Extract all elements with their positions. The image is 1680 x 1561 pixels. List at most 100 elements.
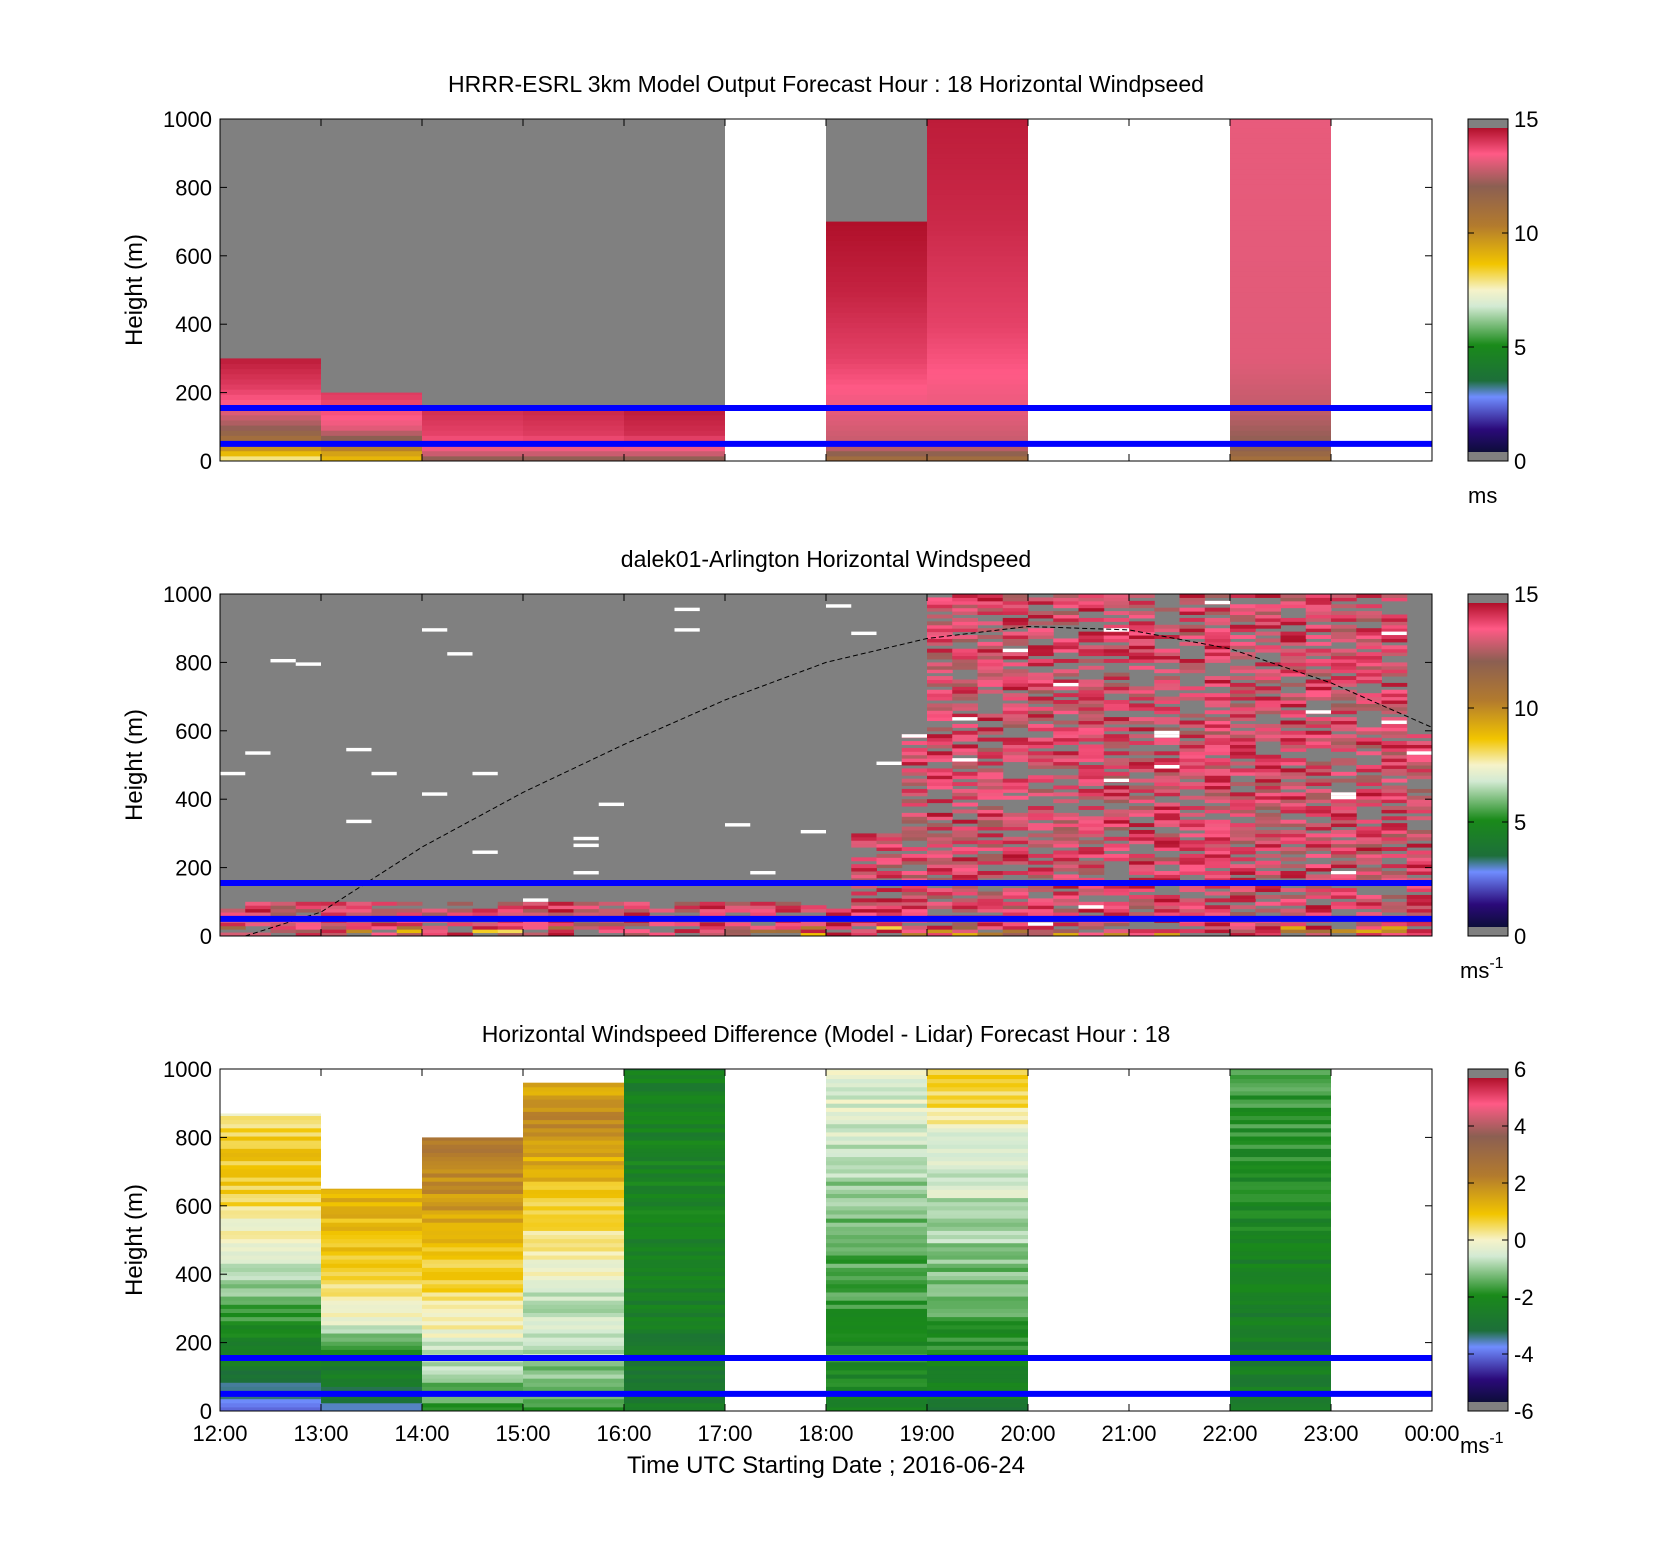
heatmap-cell — [952, 655, 978, 660]
heatmap-cell — [826, 1069, 927, 1071]
heatmap-cell — [826, 1099, 927, 1104]
heatmap-cell — [927, 1168, 1028, 1174]
heatmap-cell — [1406, 864, 1433, 869]
heatmap-cell — [624, 1119, 725, 1125]
heatmap-cell — [1204, 771, 1231, 776]
heatmap-cell — [1305, 672, 1332, 677]
missing-gate — [346, 819, 372, 824]
y-tick-label: 600 — [175, 1194, 212, 1219]
heatmap-cell — [876, 888, 903, 893]
heatmap-cell — [927, 235, 1028, 241]
heatmap-cell — [1179, 628, 1206, 633]
heatmap-cell — [1230, 847, 1256, 851]
heatmap-cell — [1129, 703, 1155, 708]
heatmap-cell — [1053, 754, 1079, 759]
heatmap-cell — [1305, 929, 1332, 934]
heatmap-cell — [220, 1365, 321, 1371]
heatmap-cell — [1078, 665, 1105, 670]
heatmap-cell — [1179, 597, 1206, 602]
heatmap-cell — [826, 368, 927, 375]
heatmap-cell — [1028, 635, 1054, 639]
heatmap-cell — [1305, 723, 1332, 728]
heatmap-cell — [1230, 245, 1331, 252]
heatmap-cell — [1129, 658, 1155, 663]
heatmap-cell — [1305, 812, 1332, 817]
heatmap-cell — [624, 1103, 725, 1108]
heatmap-cell — [1154, 847, 1180, 851]
heatmap-cell — [927, 322, 1028, 329]
heatmap-cell — [523, 1275, 624, 1281]
heatmap-cell — [548, 929, 574, 934]
heatmap-cell — [220, 455, 321, 462]
heatmap-cell — [1305, 604, 1332, 609]
heatmap-cell — [1230, 1283, 1331, 1289]
heatmap-cell — [1002, 655, 1029, 660]
heatmap-cell — [1028, 905, 1054, 910]
heatmap-cell — [826, 1205, 927, 1211]
heatmap-cell — [1078, 727, 1105, 732]
heatmap-cell — [927, 604, 953, 609]
heatmap-cell — [523, 1365, 624, 1371]
heatmap-cell — [1179, 901, 1206, 906]
heatmap-cell — [1179, 929, 1206, 934]
heatmap-cell — [725, 932, 751, 937]
heatmap-cell — [977, 847, 1004, 851]
heatmap-cell — [624, 1214, 725, 1219]
heatmap-cell — [674, 908, 701, 913]
heatmap-cell — [901, 751, 928, 756]
heatmap-cell — [977, 717, 1004, 722]
heatmap-cell — [1331, 799, 1357, 804]
heatmap-cell — [1356, 905, 1382, 910]
heatmap-cell — [826, 1345, 927, 1350]
heatmap-cell — [497, 925, 524, 930]
heatmap-cell — [1230, 1094, 1331, 1100]
heatmap-cell — [901, 788, 928, 793]
heatmap-cell — [1255, 888, 1281, 893]
heatmap-cell — [901, 871, 928, 875]
heatmap-cell — [523, 1378, 624, 1383]
heatmap-cell — [422, 1341, 523, 1346]
heatmap-cell — [977, 600, 1004, 605]
heatmap-cell — [1406, 816, 1433, 821]
no-data-fill — [624, 119, 725, 461]
heatmap-cell — [220, 1320, 321, 1326]
heatmap-cell — [1204, 744, 1231, 749]
heatmap-cell — [901, 802, 928, 807]
heatmap-cell — [977, 874, 1004, 879]
heatmap-cell — [1331, 891, 1357, 896]
heatmap-cell — [573, 908, 600, 913]
heatmap-cell — [1204, 809, 1231, 814]
heatmap-cell — [826, 1218, 927, 1223]
heatmap-cell — [1154, 607, 1180, 612]
heatmap-cell — [1230, 1140, 1331, 1145]
heatmap-cell — [1179, 806, 1206, 810]
heatmap-cell — [977, 652, 1004, 657]
heatmap-cell — [1154, 658, 1180, 663]
heatmap-cell — [1053, 594, 1079, 598]
heatmap-cell — [1230, 225, 1331, 231]
heatmap-cell — [826, 1127, 927, 1133]
heatmap-cell — [826, 1361, 927, 1367]
heatmap-cell — [1381, 826, 1408, 831]
heatmap-cell — [1103, 775, 1130, 780]
heatmap-cell — [1280, 720, 1307, 725]
heatmap-cell — [1305, 737, 1332, 742]
heatmap-cell — [321, 901, 347, 906]
heatmap-cell — [1103, 826, 1130, 831]
heatmap-cell — [598, 929, 625, 934]
heatmap-cell — [523, 1107, 624, 1112]
heatmap-cell — [1230, 867, 1256, 872]
heatmap-cell — [649, 908, 675, 913]
heatmap-cell — [624, 1189, 725, 1194]
heatmap-cell — [523, 1127, 624, 1133]
heatmap-cell — [1305, 884, 1332, 889]
lidar-windspeed-panel: dalek01-Arlington Horizontal Windspeed 0… — [121, 546, 1538, 983]
missing-gate — [826, 604, 852, 608]
heatmap-cell — [1129, 734, 1155, 739]
heatmap-cell — [220, 435, 321, 441]
heatmap-cell — [826, 1308, 927, 1314]
heatmap-cell — [826, 1107, 927, 1112]
heatmap-cell — [1230, 450, 1331, 457]
heatmap-cell — [1204, 641, 1231, 646]
heatmap-cell — [1305, 761, 1332, 766]
